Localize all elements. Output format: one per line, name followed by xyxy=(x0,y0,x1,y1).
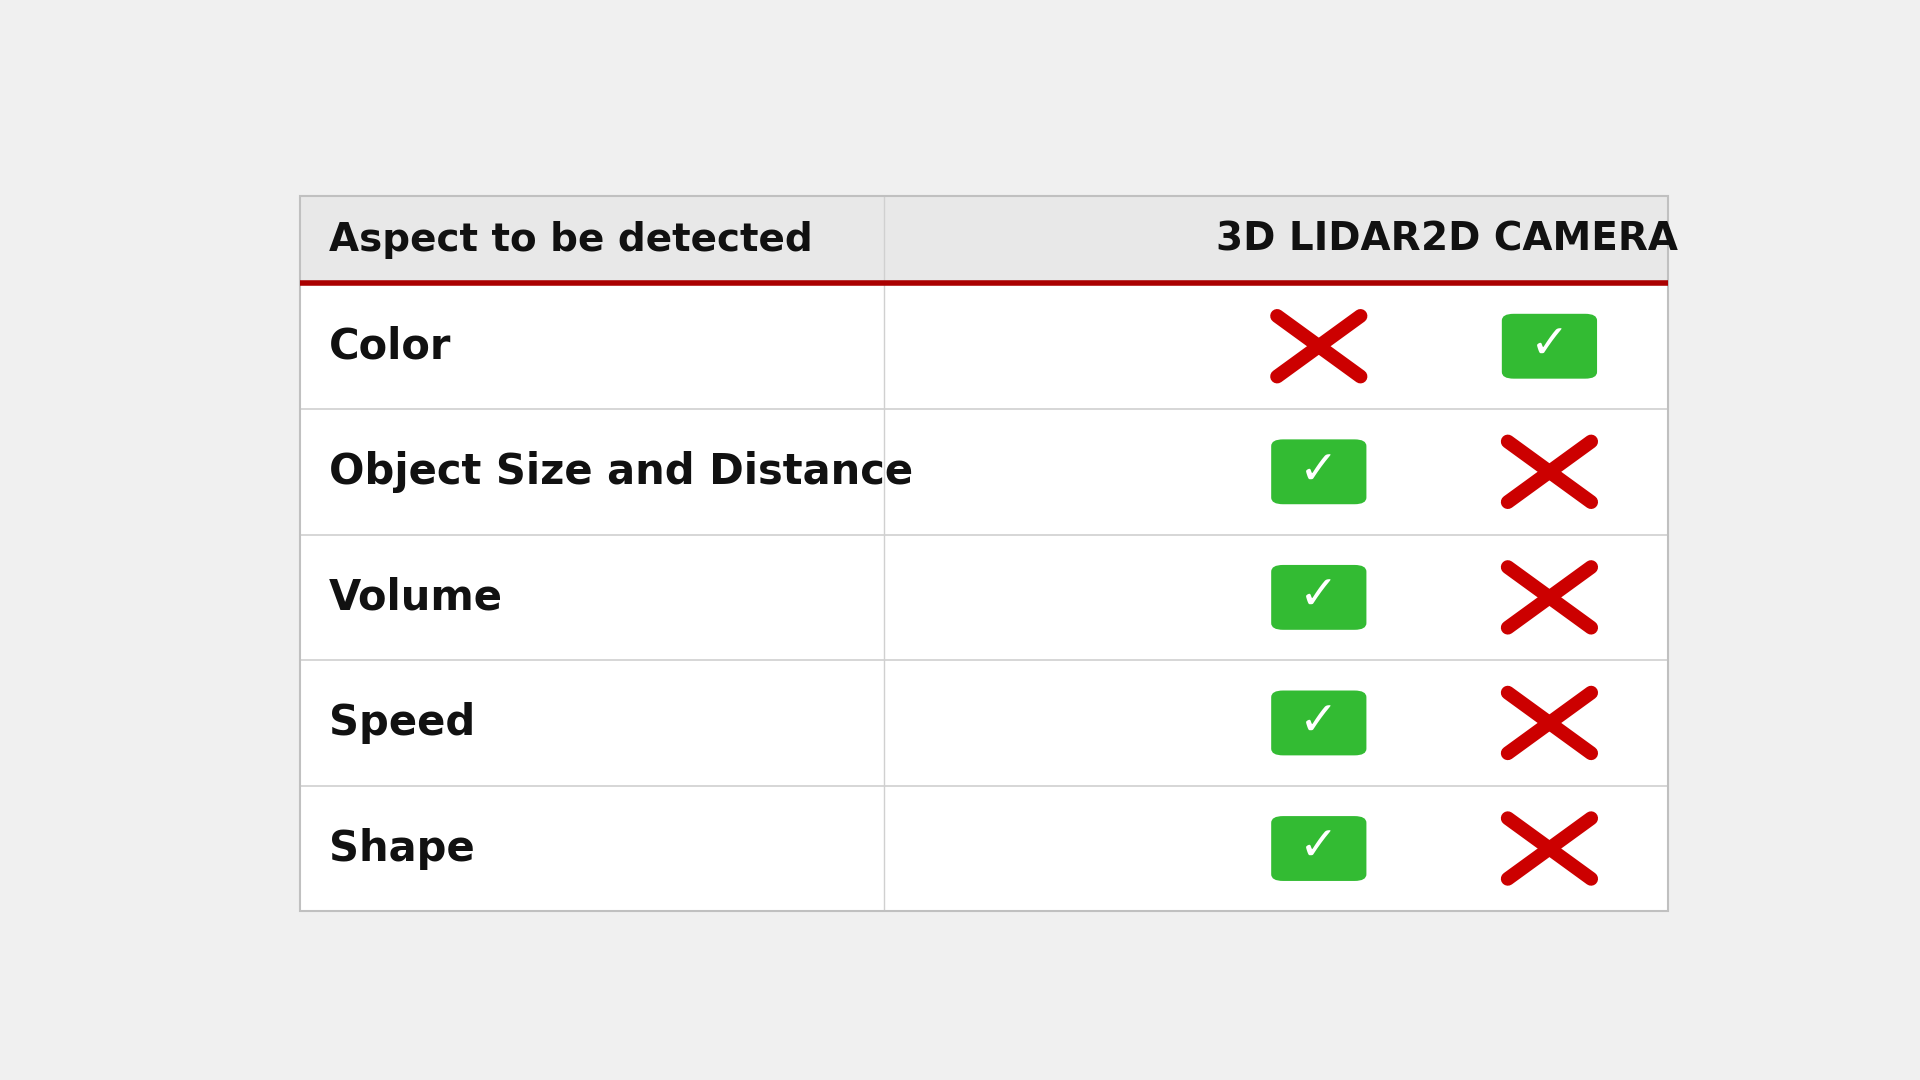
FancyBboxPatch shape xyxy=(1501,314,1597,379)
FancyBboxPatch shape xyxy=(300,283,1668,409)
FancyBboxPatch shape xyxy=(1271,690,1367,755)
Text: ✓: ✓ xyxy=(1300,826,1338,870)
FancyBboxPatch shape xyxy=(300,197,1668,283)
FancyBboxPatch shape xyxy=(300,786,1668,912)
FancyBboxPatch shape xyxy=(1271,565,1367,630)
Text: ✓: ✓ xyxy=(1300,575,1338,620)
Text: ✓: ✓ xyxy=(1300,701,1338,745)
Text: Aspect to be detected: Aspect to be detected xyxy=(330,220,812,259)
Text: 2D CAMERA: 2D CAMERA xyxy=(1421,220,1678,259)
Text: Color: Color xyxy=(330,325,451,367)
FancyBboxPatch shape xyxy=(300,660,1668,786)
Text: Volume: Volume xyxy=(330,577,503,619)
Text: Object Size and Distance: Object Size and Distance xyxy=(330,450,914,492)
Text: Shape: Shape xyxy=(330,827,474,869)
FancyBboxPatch shape xyxy=(1271,816,1367,881)
Text: Speed: Speed xyxy=(330,702,476,744)
Text: 3D LIDAR: 3D LIDAR xyxy=(1217,220,1421,259)
FancyBboxPatch shape xyxy=(1271,440,1367,504)
Text: ✓: ✓ xyxy=(1530,324,1569,368)
FancyBboxPatch shape xyxy=(300,409,1668,535)
Text: ✓: ✓ xyxy=(1300,449,1338,495)
FancyBboxPatch shape xyxy=(300,535,1668,660)
